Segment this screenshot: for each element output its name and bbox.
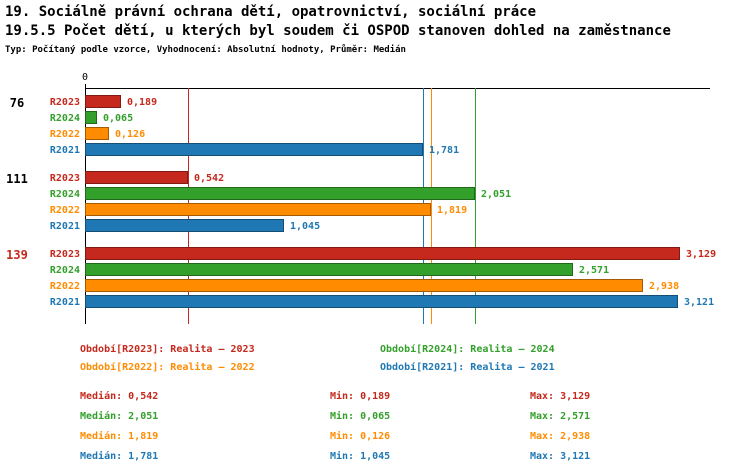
series-label-R2021: R2021 — [49, 145, 80, 156]
bar-group111-R2023 — [85, 171, 188, 184]
value-label-group111-R2021: 1,045 — [290, 221, 321, 232]
series-label-R2022: R2022 — [49, 205, 80, 216]
value-label-group111-R2023: 0,542 — [194, 173, 225, 184]
series-label-R2022: R2022 — [49, 129, 80, 140]
value-label-group139-R2024: 2,571 — [579, 265, 610, 276]
stats-max-R2023: Max: 3,129 — [530, 391, 591, 402]
stats-min-R2022: Min: 0,126 — [330, 431, 391, 442]
series-label-R2023: R2023 — [49, 249, 80, 260]
stats-max-R2024: Max: 2,571 — [530, 411, 591, 422]
stats-row-R2021: Medián: 1,781 Min: 1,045 Max: 3,121 — [80, 451, 720, 471]
x-axis-origin-label: 0 — [81, 72, 89, 83]
group-label-111: 111 — [6, 172, 28, 186]
series-label-R2024: R2024 — [49, 189, 80, 200]
series-label-R2021: R2021 — [49, 297, 80, 308]
group-label-139: 139 — [6, 248, 28, 262]
value-label-group139-R2023: 3,129 — [686, 249, 717, 260]
stats-median-R2024: Medián: 2,051 — [80, 411, 159, 422]
chart-subtitle: Typ: Počítaný podle vzorce, Vyhodnocení:… — [5, 45, 406, 55]
legend-item-R2024: Období[R2024]: Realita – 2024 — [380, 344, 555, 355]
median-line-R2022 — [431, 88, 432, 324]
stats-min-R2024: Min: 0,065 — [330, 411, 391, 422]
x-axis-line — [85, 88, 710, 89]
series-label-R2023: R2023 — [49, 97, 80, 108]
bar-group111-R2022 — [85, 203, 431, 216]
bar-group76-R2022 — [85, 127, 109, 140]
legend-item-R2023: Období[R2023]: Realita – 2023 — [80, 344, 255, 355]
value-label-group76-R2021: 1,781 — [429, 145, 460, 156]
bar-group139-R2022 — [85, 279, 643, 292]
median-line-R2024 — [475, 88, 476, 324]
bar-group139-R2021 — [85, 295, 678, 308]
bar-group76-R2021 — [85, 143, 423, 156]
chart-title-line1: 19. Sociálně právní ochrana dětí, opatro… — [5, 4, 537, 20]
legend-item-R2021: Období[R2021]: Realita – 2021 — [380, 362, 555, 373]
series-label-R2022: R2022 — [49, 281, 80, 292]
bar-group76-R2024 — [85, 111, 97, 124]
value-label-group76-R2022: 0,126 — [115, 129, 146, 140]
stats-row-R2024: Medián: 2,051 Min: 0,065 Max: 2,571 — [80, 411, 720, 431]
bar-group111-R2021 — [85, 219, 284, 232]
stats-median-R2022: Medián: 1,819 — [80, 431, 159, 442]
x-axis-origin-tickmark — [85, 84, 86, 88]
series-label-R2021: R2021 — [49, 221, 80, 232]
stats-max-R2021: Max: 3,121 — [530, 451, 591, 462]
chart-title-line2: 19.5.5 Počet dětí, u kterých byl soudem … — [5, 23, 671, 39]
series-label-R2024: R2024 — [49, 113, 80, 124]
value-label-group76-R2023: 0,189 — [127, 97, 158, 108]
value-label-group139-R2022: 2,938 — [649, 281, 680, 292]
stats-min-R2023: Min: 0,189 — [330, 391, 391, 402]
legend: Období[R2023]: Realita – 2023 Období[R202… — [80, 344, 720, 373]
group-label-76: 76 — [9, 96, 25, 110]
series-label-R2023: R2023 — [49, 173, 80, 184]
stats-row-R2022: Medián: 1,819 Min: 0,126 Max: 2,938 — [80, 431, 720, 451]
value-label-group76-R2024: 0,065 — [103, 113, 134, 124]
value-label-group111-R2024: 2,051 — [481, 189, 512, 200]
bar-group139-R2024 — [85, 263, 573, 276]
stats-table: Medián: 0,542 Min: 0,189 Max: 3,129 Medián:… — [80, 391, 720, 471]
stats-median-R2021: Medián: 1,781 — [80, 451, 159, 462]
stats-row-R2023: Medián: 0,542 Min: 0,189 Max: 3,129 — [80, 391, 720, 411]
bar-group76-R2023 — [85, 95, 121, 108]
series-label-R2024: R2024 — [49, 265, 80, 276]
stats-max-R2022: Max: 2,938 — [530, 431, 591, 442]
bar-group139-R2023 — [85, 247, 680, 260]
bar-group111-R2024 — [85, 187, 475, 200]
stats-median-R2023: Medián: 0,542 — [80, 391, 159, 402]
value-label-group111-R2022: 1,819 — [437, 205, 468, 216]
value-label-group139-R2021: 3,121 — [684, 297, 715, 308]
legend-item-R2022: Období[R2022]: Realita – 2022 — [80, 362, 255, 373]
stats-min-R2021: Min: 1,045 — [330, 451, 391, 462]
